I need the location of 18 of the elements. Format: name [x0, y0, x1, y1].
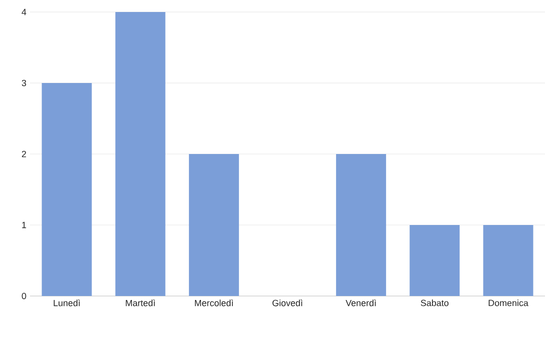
x-tick-label: Giovedì: [272, 300, 302, 306]
bar: [336, 154, 386, 296]
x-tick-label: Domenica: [488, 300, 528, 306]
x-tick-label: Sabato: [420, 300, 448, 306]
bar: [410, 225, 460, 296]
y-tick-label: 1: [22, 222, 26, 228]
x-tick-label: Venerdì: [346, 300, 376, 306]
bar: [188, 154, 239, 296]
x-tick-label: Lunedì: [54, 300, 80, 306]
y-tick-label: 2: [22, 150, 26, 158]
bar: [483, 225, 534, 296]
x-tick-label: Martedì: [126, 300, 155, 306]
y-tick-label: 0: [22, 292, 26, 300]
bar: [115, 12, 166, 296]
bar: [42, 82, 92, 296]
y-tick-label: 3: [22, 80, 26, 86]
x-tick-label: Mercoledì: [194, 300, 234, 306]
y-tick-label: 4: [22, 8, 26, 16]
